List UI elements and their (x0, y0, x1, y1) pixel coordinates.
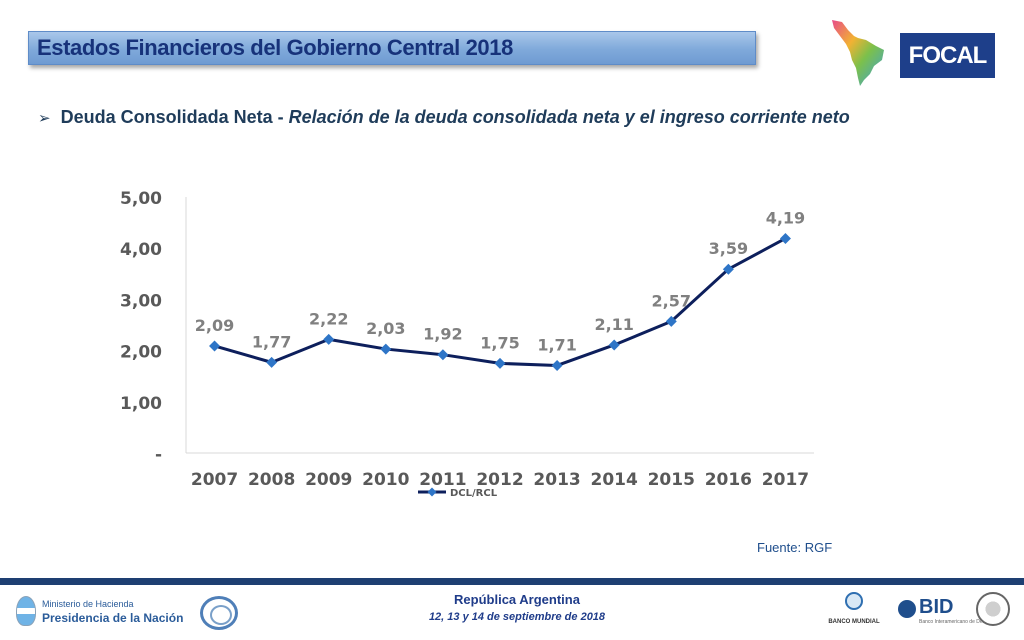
x-tick-label: 2013 (533, 470, 580, 490)
y-tick-label: 3,00 (120, 291, 162, 311)
bid-logo: BID Banco Interamericano de Desarrollo (898, 596, 999, 626)
data-label: 2,03 (366, 319, 405, 338)
legend-marker (427, 487, 437, 497)
imf-seal-icon (976, 592, 1010, 626)
source-note: Fuente: RGF (757, 540, 833, 555)
subtitle-italic: Relación de la deuda consolidada neta y … (288, 107, 850, 127)
x-tick-label: 2016 (705, 470, 752, 490)
x-tick-label: 2015 (648, 470, 695, 490)
line-chart: - 1,00 2,00 3,00 4,00 5,00 2007 2008 2009 2010 201… (120, 189, 814, 499)
x-tick-label: 2014 (591, 470, 638, 490)
data-label: 2,57 (652, 291, 691, 310)
data-label: 1,71 (537, 335, 576, 354)
footer-center: República Argentina 12, 13 y 14 de septi… (412, 592, 622, 623)
seal-icon (200, 596, 238, 630)
bid-sublabel: Banco Interamericano de Desarrollo (919, 619, 1000, 625)
y-tick-label: 4,00 (120, 240, 162, 260)
focal-logo: FOCAL (900, 33, 995, 78)
data-point-marker (437, 349, 449, 361)
data-point-marker (551, 359, 563, 371)
x-tick-label: 2017 (762, 470, 809, 490)
footer-dates: 12, 13 y 14 de septiembre de 2018 (428, 611, 606, 623)
globe-icon (845, 592, 863, 610)
bullet-arrow-icon: ➢ (38, 110, 51, 127)
data-point-marker (380, 343, 392, 355)
data-label: 1,92 (423, 325, 462, 344)
data-label: 2,22 (309, 309, 348, 328)
legend-label: DCL/RCL (450, 488, 498, 499)
y-tick-label: 5,00 (120, 189, 162, 209)
ministry-logo: Ministerio de Hacienda Presidencia de la… (16, 596, 186, 628)
data-point-marker (779, 232, 791, 244)
data-point-marker (266, 356, 278, 368)
data-point-marker (209, 340, 221, 352)
world-bank-logo: BANCO MUNDIAL (824, 592, 884, 628)
page-title: Estados Financieros del Gobierno Central… (37, 35, 513, 60)
y-tick-label: 2,00 (120, 343, 162, 363)
x-tick-label: 2007 (191, 470, 238, 490)
data-label: 3,59 (709, 239, 748, 258)
x-tick-label: 2011 (419, 470, 466, 490)
data-point-marker (665, 315, 677, 327)
data-label: 2,09 (195, 316, 234, 335)
bid-label: BID (919, 596, 954, 618)
y-tick-label: 1,00 (120, 394, 162, 414)
subtitle: ➢ Deuda Consolidada Neta - Relación de la… (38, 107, 850, 128)
data-point-marker (494, 357, 506, 369)
data-label: 4,19 (766, 208, 805, 227)
x-tick-label: 2010 (362, 470, 409, 490)
footer-divider (0, 578, 1024, 585)
bid-mark-icon (898, 600, 916, 618)
ministry-line1: Ministerio de Hacienda (42, 599, 134, 609)
data-label: 1,75 (480, 333, 519, 352)
data-point-marker (608, 339, 620, 351)
subtitle-bold: Deuda Consolidada Neta - (60, 107, 289, 127)
data-label: 1,77 (252, 332, 291, 351)
data-point-marker (323, 333, 335, 345)
ministry-line2: Presidencia de la Nación (42, 611, 184, 625)
latin-america-map-logo (832, 20, 884, 86)
x-tick-label: 2012 (476, 470, 523, 490)
data-label: 2,11 (594, 315, 633, 334)
data-point-marker (722, 263, 734, 275)
x-tick-label: 2009 (305, 470, 352, 490)
world-bank-label: BANCO MUNDIAL (828, 619, 880, 625)
x-tick-label: 2008 (248, 470, 295, 490)
coat-of-arms-icon (16, 596, 36, 626)
title-bar: Estados Financieros del Gobierno Central… (28, 31, 756, 65)
y-tick-label: - (155, 445, 162, 465)
footer-country: República Argentina (454, 592, 580, 607)
